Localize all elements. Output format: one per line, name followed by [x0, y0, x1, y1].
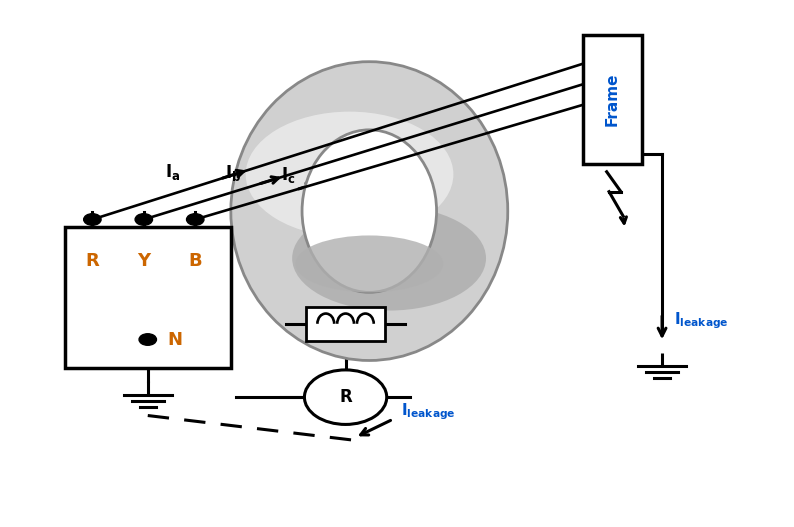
Text: $\mathbf{I_{leakage}}$: $\mathbf{I_{leakage}}$ [401, 401, 456, 422]
Text: B: B [188, 252, 202, 270]
Bar [64, 227, 231, 368]
Circle shape [139, 334, 156, 345]
Ellipse shape [295, 236, 443, 292]
Bar [306, 307, 385, 341]
Bar [583, 35, 642, 164]
Text: R: R [86, 252, 99, 270]
Text: $\mathbf{I_{leakage}}$: $\mathbf{I_{leakage}}$ [674, 311, 729, 331]
Text: $\mathbf{I_a}$: $\mathbf{I_a}$ [165, 162, 180, 182]
Circle shape [304, 370, 387, 424]
Text: N: N [168, 330, 183, 348]
Text: Frame: Frame [605, 73, 620, 126]
Circle shape [83, 214, 101, 225]
Ellipse shape [245, 112, 453, 237]
Text: $\mathbf{I_c}$: $\mathbf{I_c}$ [280, 164, 295, 184]
Ellipse shape [292, 206, 486, 310]
Ellipse shape [231, 62, 508, 360]
Circle shape [135, 214, 152, 225]
Text: $\mathbf{I_b}$: $\mathbf{I_b}$ [225, 163, 241, 183]
Ellipse shape [302, 130, 437, 292]
Circle shape [187, 214, 204, 225]
Text: R: R [339, 388, 352, 406]
Text: Y: Y [137, 252, 150, 270]
